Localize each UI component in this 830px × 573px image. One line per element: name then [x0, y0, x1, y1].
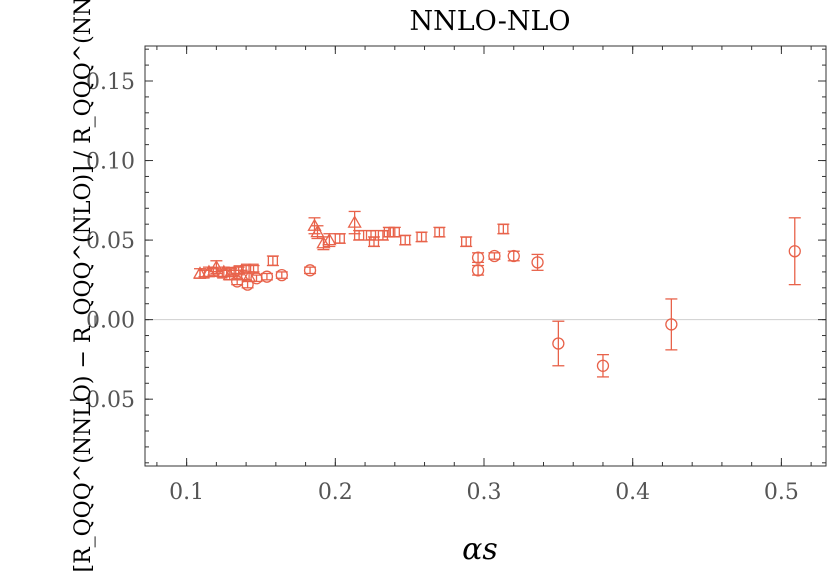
square-data-point [365, 229, 378, 241]
x-tick-label: 0.4 [615, 480, 650, 505]
triangle-data-point [241, 269, 257, 283]
square-marker [434, 226, 445, 238]
circle-marker [488, 249, 501, 263]
y-tick-label: 0.10 [86, 150, 135, 175]
triangle-data-point [216, 264, 231, 278]
circle-data-point [303, 264, 317, 277]
circle-marker [596, 359, 610, 372]
circle-marker [552, 337, 565, 350]
triangle-marker [192, 266, 208, 279]
triangle-marker [222, 267, 237, 281]
circle-data-point [471, 264, 485, 277]
circle-marker [471, 264, 485, 277]
square-data-point [333, 233, 346, 244]
circle-data-point [260, 270, 274, 283]
x-axis-label: αs [462, 532, 498, 567]
x-tick-label: 0.3 [467, 480, 502, 505]
square-marker [389, 226, 400, 238]
data-points-layer [192, 210, 801, 378]
triangle-data-point [222, 267, 237, 281]
x-tick-label: 0.2 [318, 480, 353, 505]
circle-marker [788, 245, 801, 258]
x-tick-label: 0.1 [169, 480, 204, 505]
square-marker [365, 230, 377, 241]
circle-data-point [250, 272, 263, 285]
circle-data-point [596, 353, 610, 378]
square-marker [461, 236, 472, 247]
circle-marker [531, 256, 544, 269]
triangle-data-point [192, 266, 208, 279]
square-data-point [353, 229, 366, 241]
square-marker [248, 263, 259, 274]
square-marker [334, 233, 345, 244]
circle-data-point [531, 253, 544, 271]
triangle-data-point [322, 232, 337, 248]
y-tick-label: 0.00 [86, 309, 135, 334]
circle-data-point [275, 268, 288, 282]
triangle-marker [347, 215, 362, 228]
circle-data-point [507, 249, 520, 263]
circle-marker [275, 268, 288, 282]
triangle-marker [209, 259, 224, 273]
circle-marker [303, 264, 317, 277]
square-marker [400, 234, 411, 246]
y-tick-label: 0.15 [86, 70, 135, 95]
square-data-point [388, 226, 401, 238]
triangle-marker [234, 267, 249, 281]
triangle-marker [241, 269, 257, 282]
plot-frame [144, 45, 827, 467]
square-data-point [382, 226, 395, 238]
square-data-point [460, 236, 473, 248]
square-data-point [433, 226, 446, 238]
square-data-point [399, 234, 412, 246]
circle-marker [507, 249, 520, 263]
square-marker [267, 255, 279, 266]
square-marker [498, 223, 509, 235]
triangle-data-point [209, 259, 224, 275]
square-marker [377, 230, 389, 241]
circle-data-point [788, 217, 801, 286]
triangle-marker [216, 264, 231, 278]
square-marker [416, 231, 427, 243]
x-tick-label: 0.5 [764, 480, 799, 505]
circle-marker [471, 251, 485, 264]
triangle-data-point [234, 267, 249, 281]
triangle-marker [322, 232, 337, 246]
y-tick-label: 0.05 [86, 229, 135, 254]
circle-marker [665, 318, 678, 331]
square-data-point [376, 229, 389, 241]
circle-data-point [665, 298, 678, 351]
triangle-marker [316, 235, 331, 249]
circle-data-point [488, 249, 501, 263]
circle-data-point [471, 251, 485, 264]
square-marker [353, 230, 365, 241]
chart-title: NNLO-NLO [409, 6, 571, 37]
axes-layer: 0.1 0.2 0.3 0.4 0.5 −0.05 0.00 0.05 0.10 0.15 [68, 45, 827, 505]
triangle-data-point [347, 210, 362, 235]
y-axis-label: [R_QQQ^(NNLO) − R_QQQ^(NLO)] / R_QQQ^(NN… [70, 0, 96, 573]
square-data-point [415, 231, 428, 243]
circle-data-point [552, 320, 565, 367]
circle-marker [260, 270, 274, 283]
square-data-point [497, 223, 510, 235]
y-tick-label: −0.05 [68, 388, 135, 413]
square-data-point [266, 255, 279, 267]
square-marker [368, 236, 380, 247]
